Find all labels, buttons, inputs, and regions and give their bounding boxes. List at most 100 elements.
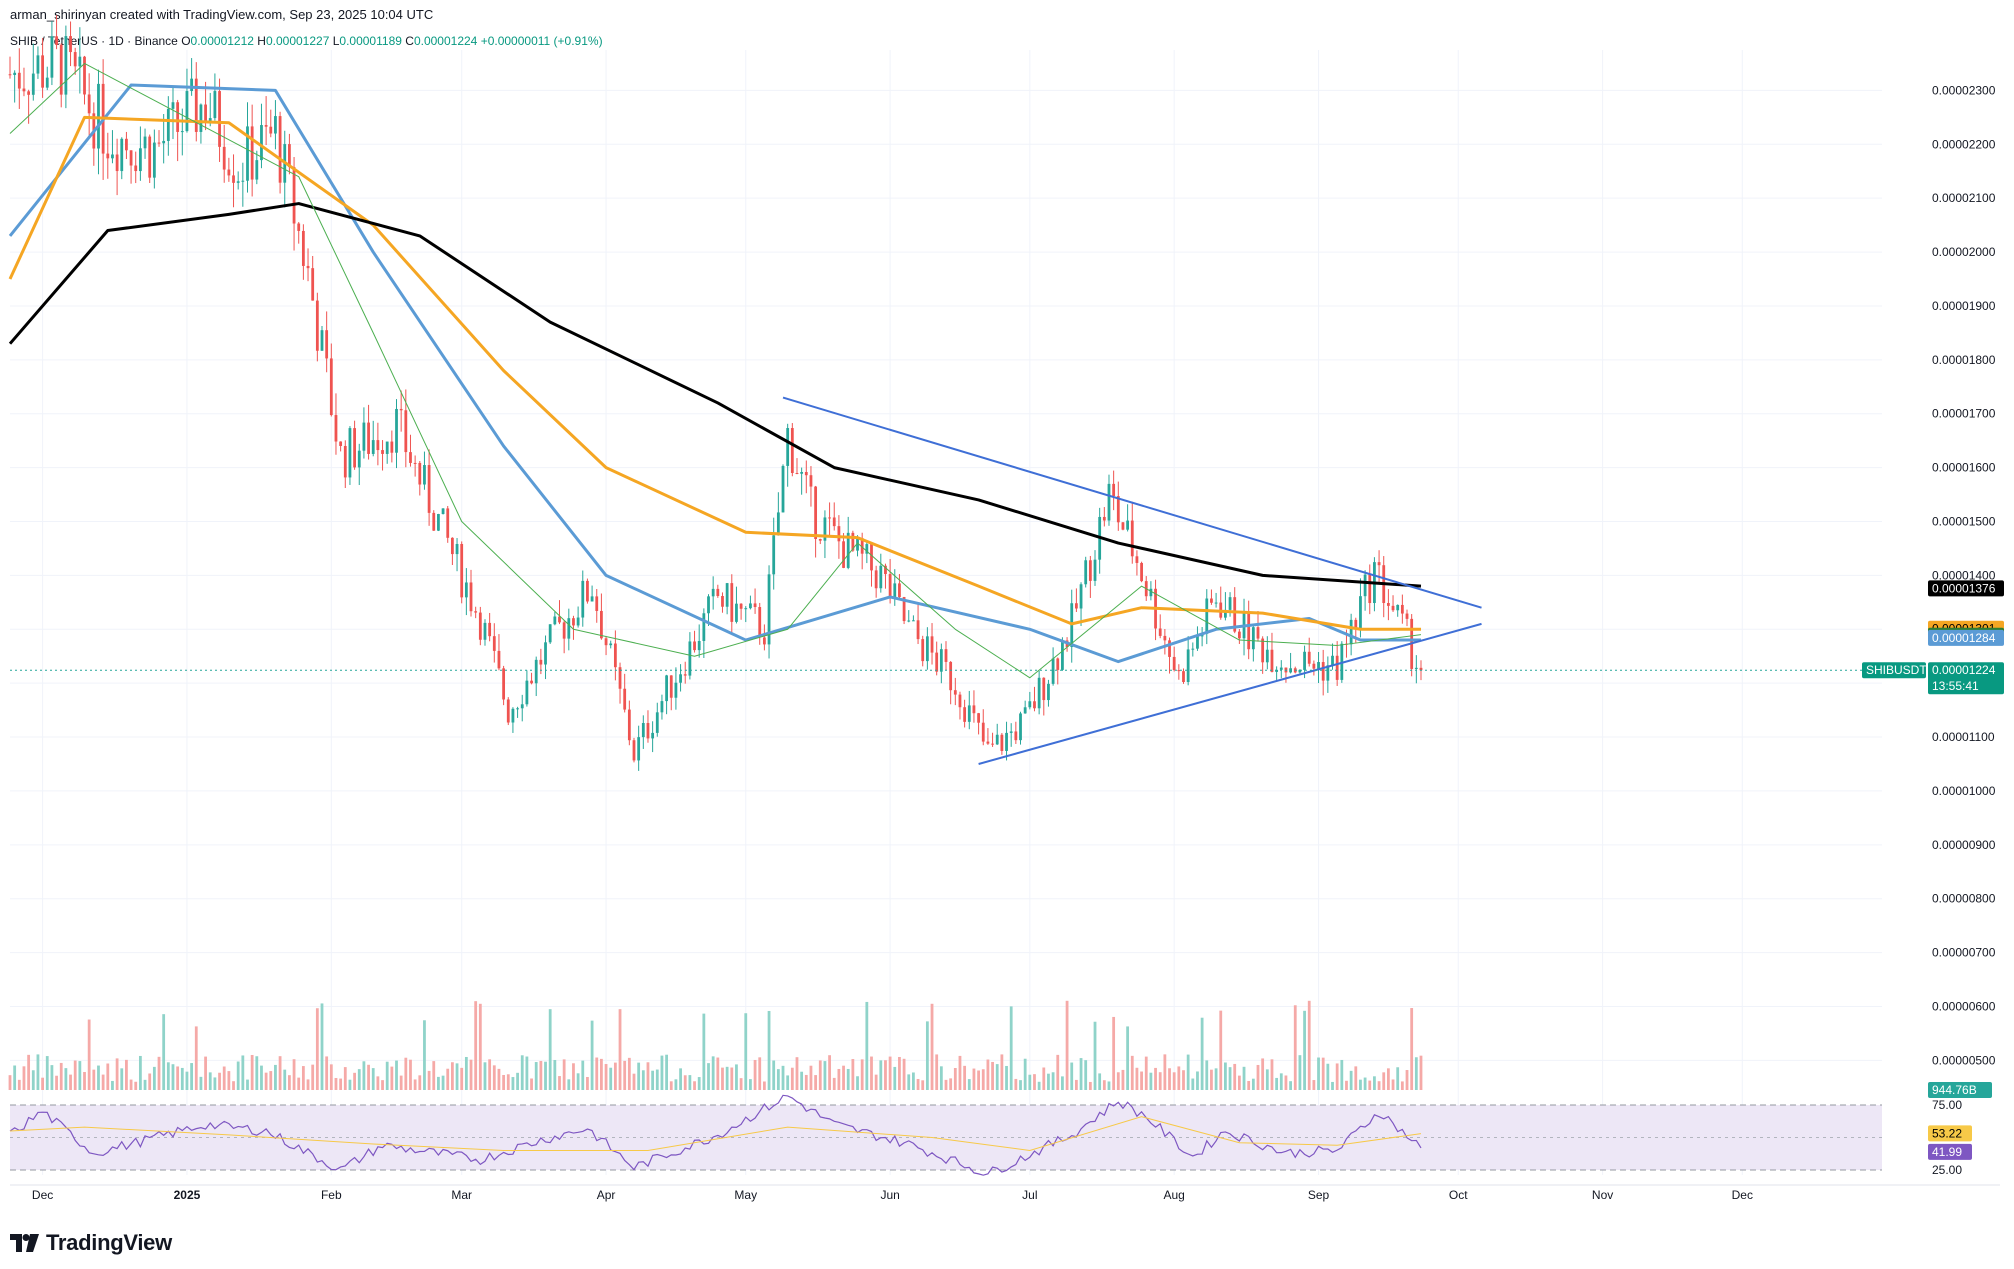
candle-body xyxy=(590,596,594,602)
tradingview-logo[interactable]: TradingView xyxy=(10,1230,172,1256)
volume-bar xyxy=(1158,1072,1162,1090)
volume-bar xyxy=(874,1074,878,1090)
volume-bar xyxy=(953,1068,957,1090)
candle-body xyxy=(641,722,645,738)
volume-bar xyxy=(399,1075,403,1090)
candle-body xyxy=(1210,598,1213,603)
volume-bar xyxy=(1400,1081,1404,1090)
volume-bar xyxy=(227,1071,231,1090)
candle-body xyxy=(1005,732,1008,751)
time-axis[interactable]: Dec 2025 Feb Mar Apr May Jun Jul Aug Sep Oct Nov Dec xyxy=(10,1184,2000,1202)
candle-body xyxy=(69,36,72,53)
candle-body xyxy=(362,422,366,451)
candle-body xyxy=(437,514,440,531)
candle-body xyxy=(148,136,152,178)
volume-bars xyxy=(8,1000,1423,1090)
volume-bar xyxy=(562,1059,566,1090)
volume-bar xyxy=(1000,1054,1004,1090)
volume-bar xyxy=(450,1062,454,1090)
volume-bar xyxy=(586,1076,589,1090)
volume-bar xyxy=(1307,1000,1311,1090)
volume-bar xyxy=(73,1060,77,1090)
volume-bar xyxy=(1298,1055,1302,1090)
candle-body xyxy=(735,603,738,622)
candle-body xyxy=(991,743,994,745)
volume-bar xyxy=(1191,1078,1195,1090)
volume-bar xyxy=(870,1056,873,1090)
candle-body xyxy=(1042,677,1046,701)
candle-body xyxy=(981,722,985,742)
candle-body xyxy=(1237,631,1241,639)
candle-body xyxy=(762,637,766,645)
candle-body xyxy=(781,465,785,513)
volume-bar xyxy=(1373,1076,1376,1090)
time-axis-label: Sep xyxy=(1308,1188,1330,1202)
volume-bar xyxy=(949,1078,953,1090)
candle-body xyxy=(567,618,571,639)
candle-body xyxy=(1023,707,1027,714)
candle-body xyxy=(576,617,580,626)
volume-bar xyxy=(1172,1072,1176,1090)
volume-bar xyxy=(274,1064,277,1090)
volume-bar xyxy=(138,1055,142,1090)
candle-body xyxy=(586,580,589,602)
candle-body xyxy=(171,102,175,109)
volume-bar xyxy=(837,1068,841,1090)
volume-bar xyxy=(567,1079,571,1090)
volume-bar xyxy=(832,1077,836,1090)
candle-body xyxy=(1000,734,1004,751)
candle-body xyxy=(1256,627,1260,639)
candle-body xyxy=(516,708,519,710)
candle-body xyxy=(1084,560,1088,585)
price-axis[interactable]: 0.00002300 0.00002200 0.00002100 0.00002000… xyxy=(1932,83,1996,1067)
volume-bar xyxy=(1033,1074,1036,1090)
volume-bar xyxy=(413,1079,417,1090)
candle-body xyxy=(879,565,883,589)
candle-body xyxy=(371,440,375,454)
candle-body xyxy=(45,77,49,88)
rsi-band xyxy=(10,1105,1882,1170)
volume-bar xyxy=(767,1010,771,1090)
candle-body xyxy=(721,595,724,607)
candle-body xyxy=(180,131,184,133)
volume-bar xyxy=(218,1072,221,1090)
volume-bar xyxy=(171,1064,175,1090)
volume-bar xyxy=(390,1066,394,1090)
candle-body xyxy=(134,165,138,172)
candle-body xyxy=(1088,560,1092,581)
volume-bar xyxy=(739,1078,743,1090)
volume-bar xyxy=(1140,1071,1143,1090)
volume-bar xyxy=(1121,1069,1125,1090)
candle-body xyxy=(423,465,426,485)
candle-body xyxy=(655,712,659,733)
candle-body xyxy=(413,462,417,464)
candle-body xyxy=(232,175,235,183)
candlesticks xyxy=(8,15,1423,771)
price-axis-label: 0.00001500 xyxy=(1932,515,1996,529)
candle-body xyxy=(1009,731,1013,733)
candle-body xyxy=(646,722,650,739)
volume-bar xyxy=(292,1059,296,1090)
volume-bar xyxy=(1335,1063,1339,1090)
candle-body xyxy=(97,83,100,149)
candle-body xyxy=(1191,648,1195,650)
volume-bar xyxy=(912,1072,915,1090)
volume-bar xyxy=(97,1065,100,1090)
candle-body xyxy=(767,574,771,645)
candle-body xyxy=(572,618,575,626)
volume-bar xyxy=(1382,1072,1386,1090)
candle-body xyxy=(227,169,231,176)
candle-body xyxy=(111,154,114,159)
candle-body xyxy=(772,535,776,575)
volume-bar xyxy=(348,1079,352,1090)
symbol-tag xyxy=(1862,662,1926,679)
candle-body xyxy=(1149,588,1153,597)
volume-bar xyxy=(1093,1021,1097,1090)
volume-bar xyxy=(1088,1081,1092,1090)
volume-bar xyxy=(1163,1054,1167,1090)
volume-bar xyxy=(241,1055,245,1090)
volume-bar xyxy=(1084,1060,1088,1090)
volume-bar xyxy=(1061,1076,1064,1090)
candle-body xyxy=(972,705,976,714)
